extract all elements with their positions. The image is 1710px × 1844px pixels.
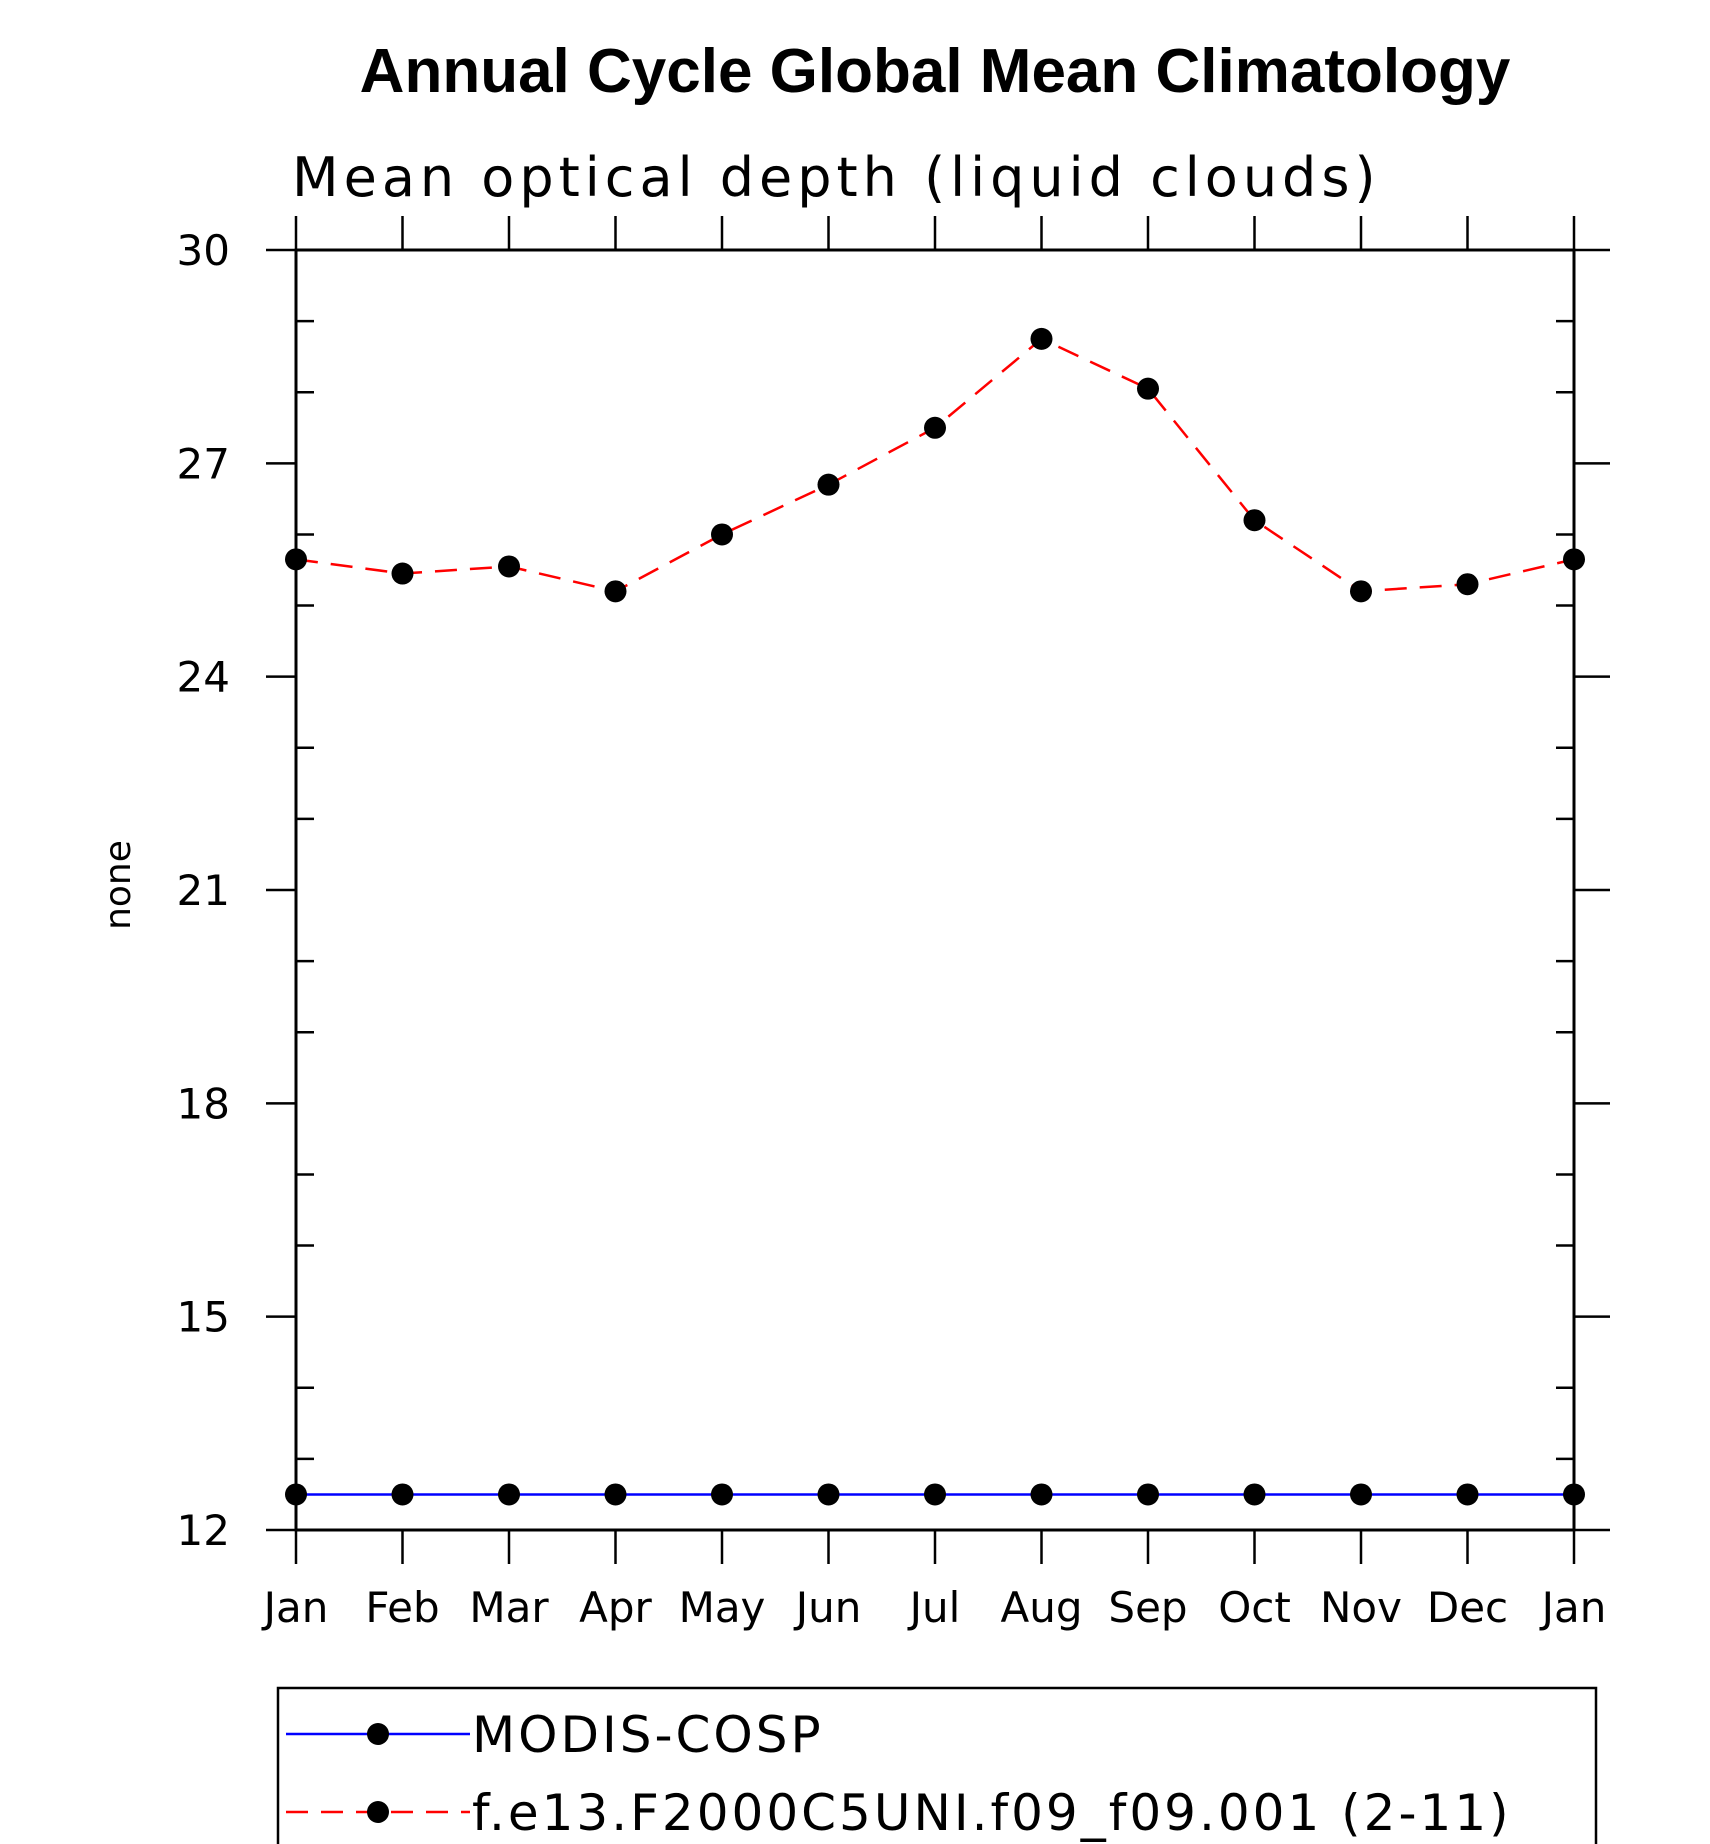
y-axis-label: none — [98, 840, 139, 930]
legend-marker-1 — [367, 1723, 389, 1745]
series-layer — [285, 327, 1585, 1506]
legend-label-1: MODIS-COSP — [472, 1706, 824, 1764]
x-tick-label: Mar — [469, 1583, 549, 1632]
series-1-point — [1243, 1483, 1266, 1506]
y-tick-label: 30 — [177, 226, 230, 275]
y-tick-label: 24 — [177, 653, 230, 702]
series-1-point — [1350, 1483, 1372, 1506]
axes-layer: 30 27 24 21 18 15 12 Jan Feb Mar Apr May Jun Jul Aug Se… — [177, 216, 1610, 1632]
series-1-point — [285, 1483, 307, 1506]
chart-subtitle: Mean optical depth (liquid clouds) — [292, 146, 1381, 209]
series-2-point — [285, 548, 307, 571]
x-tick-label: Apr — [579, 1583, 652, 1632]
x-tick-label: May — [679, 1583, 766, 1632]
plot-frame — [294, 248, 1576, 1532]
y-tick-label: 21 — [177, 866, 230, 915]
series-2-point — [924, 416, 946, 439]
x-tick-label: Aug — [1000, 1583, 1082, 1632]
y-tick-label: 15 — [177, 1293, 230, 1342]
series-2-point — [1137, 377, 1159, 400]
series-2-point — [1243, 509, 1266, 532]
x-tick-label: Sep — [1108, 1583, 1187, 1632]
series-1-point — [711, 1483, 733, 1506]
series-2-point — [1563, 548, 1585, 571]
series-1-point — [1563, 1483, 1585, 1506]
series-1-point — [1030, 1483, 1053, 1506]
x-tick-label: Nov — [1320, 1583, 1402, 1632]
series-2-point — [1456, 573, 1479, 596]
legend-box — [276, 1686, 1598, 1844]
chart-title: Annual Cycle Global Mean Climatology — [360, 37, 1511, 106]
x-tick-label: Dec — [1427, 1583, 1508, 1632]
series-1-point — [604, 1483, 627, 1506]
series-2-point — [711, 523, 733, 546]
series-2-point — [498, 555, 520, 578]
x-tick-label: Jan — [1539, 1583, 1607, 1632]
y-tick-label: 12 — [177, 1506, 230, 1555]
x-tick-label: Oct — [1218, 1583, 1291, 1632]
x-tick-label: Feb — [365, 1583, 439, 1632]
legend: MODIS-COSP f.e13.F2000C5UNI.f09_f09.001 (… — [276, 1686, 1598, 1844]
series-1-point — [924, 1483, 946, 1506]
series-1-point — [817, 1483, 840, 1506]
series-1-point — [1456, 1483, 1479, 1506]
series-2-point — [1350, 580, 1372, 603]
series-line-2 — [295, 337, 1575, 593]
series-2-point — [604, 580, 627, 603]
series-1-point — [1137, 1483, 1159, 1506]
series-1-point — [391, 1483, 414, 1506]
series-1-point — [498, 1483, 520, 1506]
series-2-point — [817, 473, 840, 496]
x-tick-label: Jun — [793, 1583, 862, 1632]
y-tick-label: 18 — [177, 1079, 230, 1128]
series-2-point — [391, 562, 414, 585]
legend-marker-2 — [367, 1801, 389, 1823]
legend-label-2: f.e13.F2000C5UNI.f09_f09.001 (2-11) — [472, 1784, 1512, 1842]
x-tick-label: Jul — [907, 1583, 961, 1632]
x-tick-label: Jan — [261, 1583, 329, 1632]
y-tick-label: 27 — [177, 439, 230, 488]
series-2-point — [1030, 327, 1053, 350]
